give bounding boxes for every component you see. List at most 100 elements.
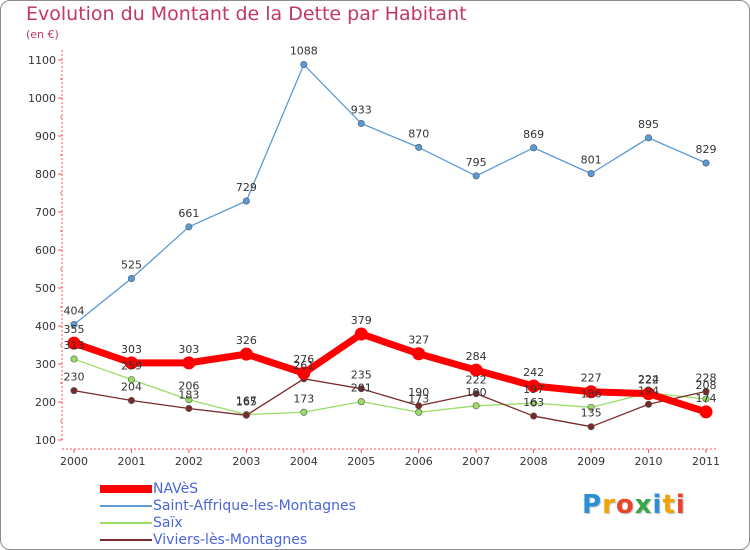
data-label: 870: [408, 127, 429, 140]
data-point: [587, 423, 595, 431]
data-point: [70, 387, 78, 395]
data-point: [645, 134, 653, 142]
y-tick-label: 300: [35, 358, 56, 371]
legend-label: NAVèS: [153, 481, 199, 497]
data-point: [415, 143, 423, 151]
data-point: [357, 119, 365, 127]
data-point: [297, 366, 311, 380]
x-tick-label: 2008: [520, 455, 548, 468]
data-point: [300, 61, 308, 69]
data-label: 194: [638, 384, 659, 397]
data-point: [70, 320, 78, 328]
data-label: 895: [638, 118, 659, 131]
data-label: 525: [121, 259, 142, 272]
data-label: 222: [466, 374, 487, 387]
data-point: [530, 399, 538, 407]
data-point: [702, 395, 710, 403]
x-tick-label: 2005: [347, 455, 375, 468]
data-point: [587, 170, 595, 178]
data-point: [357, 398, 365, 406]
legend-swatch: [100, 522, 152, 524]
data-label: 261: [293, 359, 314, 372]
data-label: 326: [236, 334, 257, 347]
y-tick-label: 100: [35, 434, 56, 447]
series-line-0: [70, 330, 710, 416]
data-label: 327: [408, 334, 429, 347]
data-label: 173: [408, 392, 429, 405]
data-point: [185, 404, 193, 412]
data-label: 801: [581, 154, 602, 167]
x-tick-label: 2001: [117, 455, 145, 468]
data-point: [587, 403, 595, 411]
data-label: 313: [64, 339, 85, 352]
data-point: [642, 387, 656, 401]
y-tick-label: 500: [35, 282, 56, 295]
data-label: 355: [64, 323, 85, 336]
data-label: 379: [351, 314, 372, 327]
legend-swatch: [100, 539, 152, 541]
line-chart: 100 200 300 400 500 600 700 800 900 1000 1100 2000 2…: [28, 45, 720, 468]
data-point: [239, 347, 253, 361]
data-label: 303: [178, 343, 199, 356]
data-label: 206: [178, 380, 199, 393]
legend-label: Saint-Affrique-les-Montagnes: [153, 498, 356, 514]
x-tick-label: 2003: [232, 455, 260, 468]
data-point: [699, 405, 713, 419]
y-tick-label: 400: [35, 320, 56, 333]
data-point: [242, 411, 250, 419]
data-label: 190: [408, 386, 429, 399]
data-point: [472, 402, 480, 410]
data-label: 284: [466, 350, 487, 363]
data-point: [645, 400, 653, 408]
data-point: [472, 172, 480, 180]
data-label: 242: [523, 366, 544, 379]
data-label: 933: [351, 103, 372, 116]
data-label: 227: [581, 372, 602, 385]
data-label: 201: [351, 382, 372, 395]
y-tick-label: 700: [35, 206, 56, 219]
data-point: [127, 274, 135, 282]
data-point: [67, 336, 81, 350]
data-point: [469, 363, 483, 377]
data-point: [415, 402, 423, 410]
x-tick-label: 2007: [462, 455, 490, 468]
data-label: 163: [523, 396, 544, 409]
y-tick-label: 200: [35, 396, 56, 409]
data-label: 259: [121, 360, 142, 373]
data-label: 183: [178, 388, 199, 401]
y-tick-label: 1100: [28, 54, 56, 67]
data-point: [415, 408, 423, 416]
legend-swatch: [100, 505, 152, 507]
x-tick-label: 2006: [405, 455, 433, 468]
data-label: 190: [466, 386, 487, 399]
data-point: [530, 412, 538, 420]
series-line-2: [73, 358, 707, 416]
data-point: [182, 356, 196, 370]
legend-label: Saïx: [153, 515, 183, 531]
data-point: [472, 390, 480, 398]
data-point: [242, 197, 250, 205]
data-point: [584, 385, 598, 399]
data-label: 404: [64, 304, 85, 317]
data-point: [412, 347, 426, 361]
data-label: 186: [581, 387, 602, 400]
legend-swatch: [100, 485, 152, 493]
data-label: 1088: [290, 45, 318, 58]
data-point: [300, 408, 308, 416]
data-label: 204: [121, 380, 142, 393]
y-tick-label: 900: [35, 130, 56, 143]
x-tick-label: 2002: [175, 455, 203, 468]
data-label: 230: [64, 371, 85, 384]
data-label: 167: [236, 395, 257, 408]
data-label: 224: [638, 373, 659, 386]
y-tick-label: 1000: [28, 92, 56, 105]
data-label: 276: [293, 353, 314, 366]
data-point: [185, 223, 193, 231]
y-tick-label: 800: [35, 168, 56, 181]
data-label: 228: [696, 371, 717, 384]
data-label: 303: [121, 343, 142, 356]
data-label: 174: [696, 392, 717, 405]
data-label: 173: [293, 392, 314, 405]
chart-title: Evolution du Montant de la Dette par Hab…: [26, 3, 467, 25]
